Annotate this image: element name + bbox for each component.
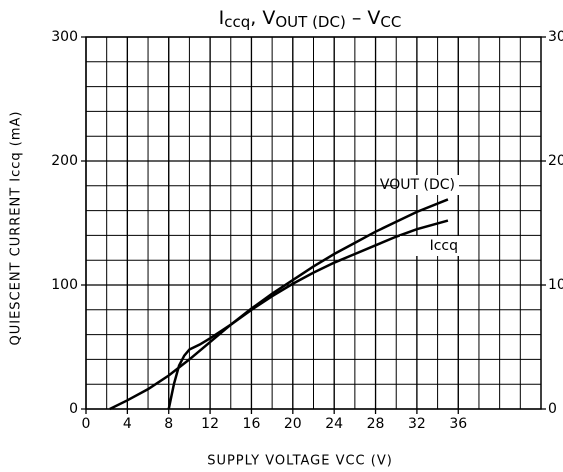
x-tick-label: 8	[164, 416, 173, 432]
x-tick-label: 4	[123, 416, 132, 432]
y-tick-label: 200	[51, 153, 78, 169]
chart-title: Iccq, VOUT (DC) – VCC	[219, 7, 402, 31]
title-subscript: CC	[380, 13, 401, 31]
x-tick-label: 24	[325, 416, 343, 432]
y-axis-label: QUIESCENT CURRENT Iccq (mA)	[9, 110, 24, 345]
y2-tick-label: 0	[548, 401, 557, 417]
x-tick-label: 0	[82, 416, 91, 432]
title-subscript: OUT (DC)	[275, 13, 345, 31]
y2-tick-label: 20	[548, 153, 563, 169]
x-axis-label: SUPPLY VOLTAGE VCC (V)	[207, 454, 393, 469]
legend-background	[400, 236, 462, 256]
y-tick-label: 0	[69, 401, 78, 417]
series-line	[167, 219, 449, 410]
x-tick-label: 36	[449, 416, 467, 432]
legend-label: Iccq	[430, 238, 458, 254]
title-part: , V	[250, 7, 275, 29]
x-tick-label: 32	[408, 416, 426, 432]
y2-tick-label: 10	[548, 277, 563, 293]
legend-background	[397, 175, 459, 195]
series-line	[109, 198, 449, 411]
x-tick-label: 28	[367, 416, 385, 432]
x-tick-label: 12	[201, 416, 219, 432]
legend-label: VOUT (DC)	[380, 177, 455, 193]
title-part: I	[219, 7, 225, 29]
x-tick-label: 20	[284, 416, 302, 432]
y2-tick-label: 30	[548, 29, 563, 45]
plot-frame	[85, 36, 542, 410]
title-subscript: ccq	[224, 13, 250, 31]
y-tick-label: 100	[51, 277, 78, 293]
x-tick-label: 16	[243, 416, 261, 432]
title-part: – V	[346, 7, 381, 29]
y-tick-label: 300	[51, 29, 78, 45]
